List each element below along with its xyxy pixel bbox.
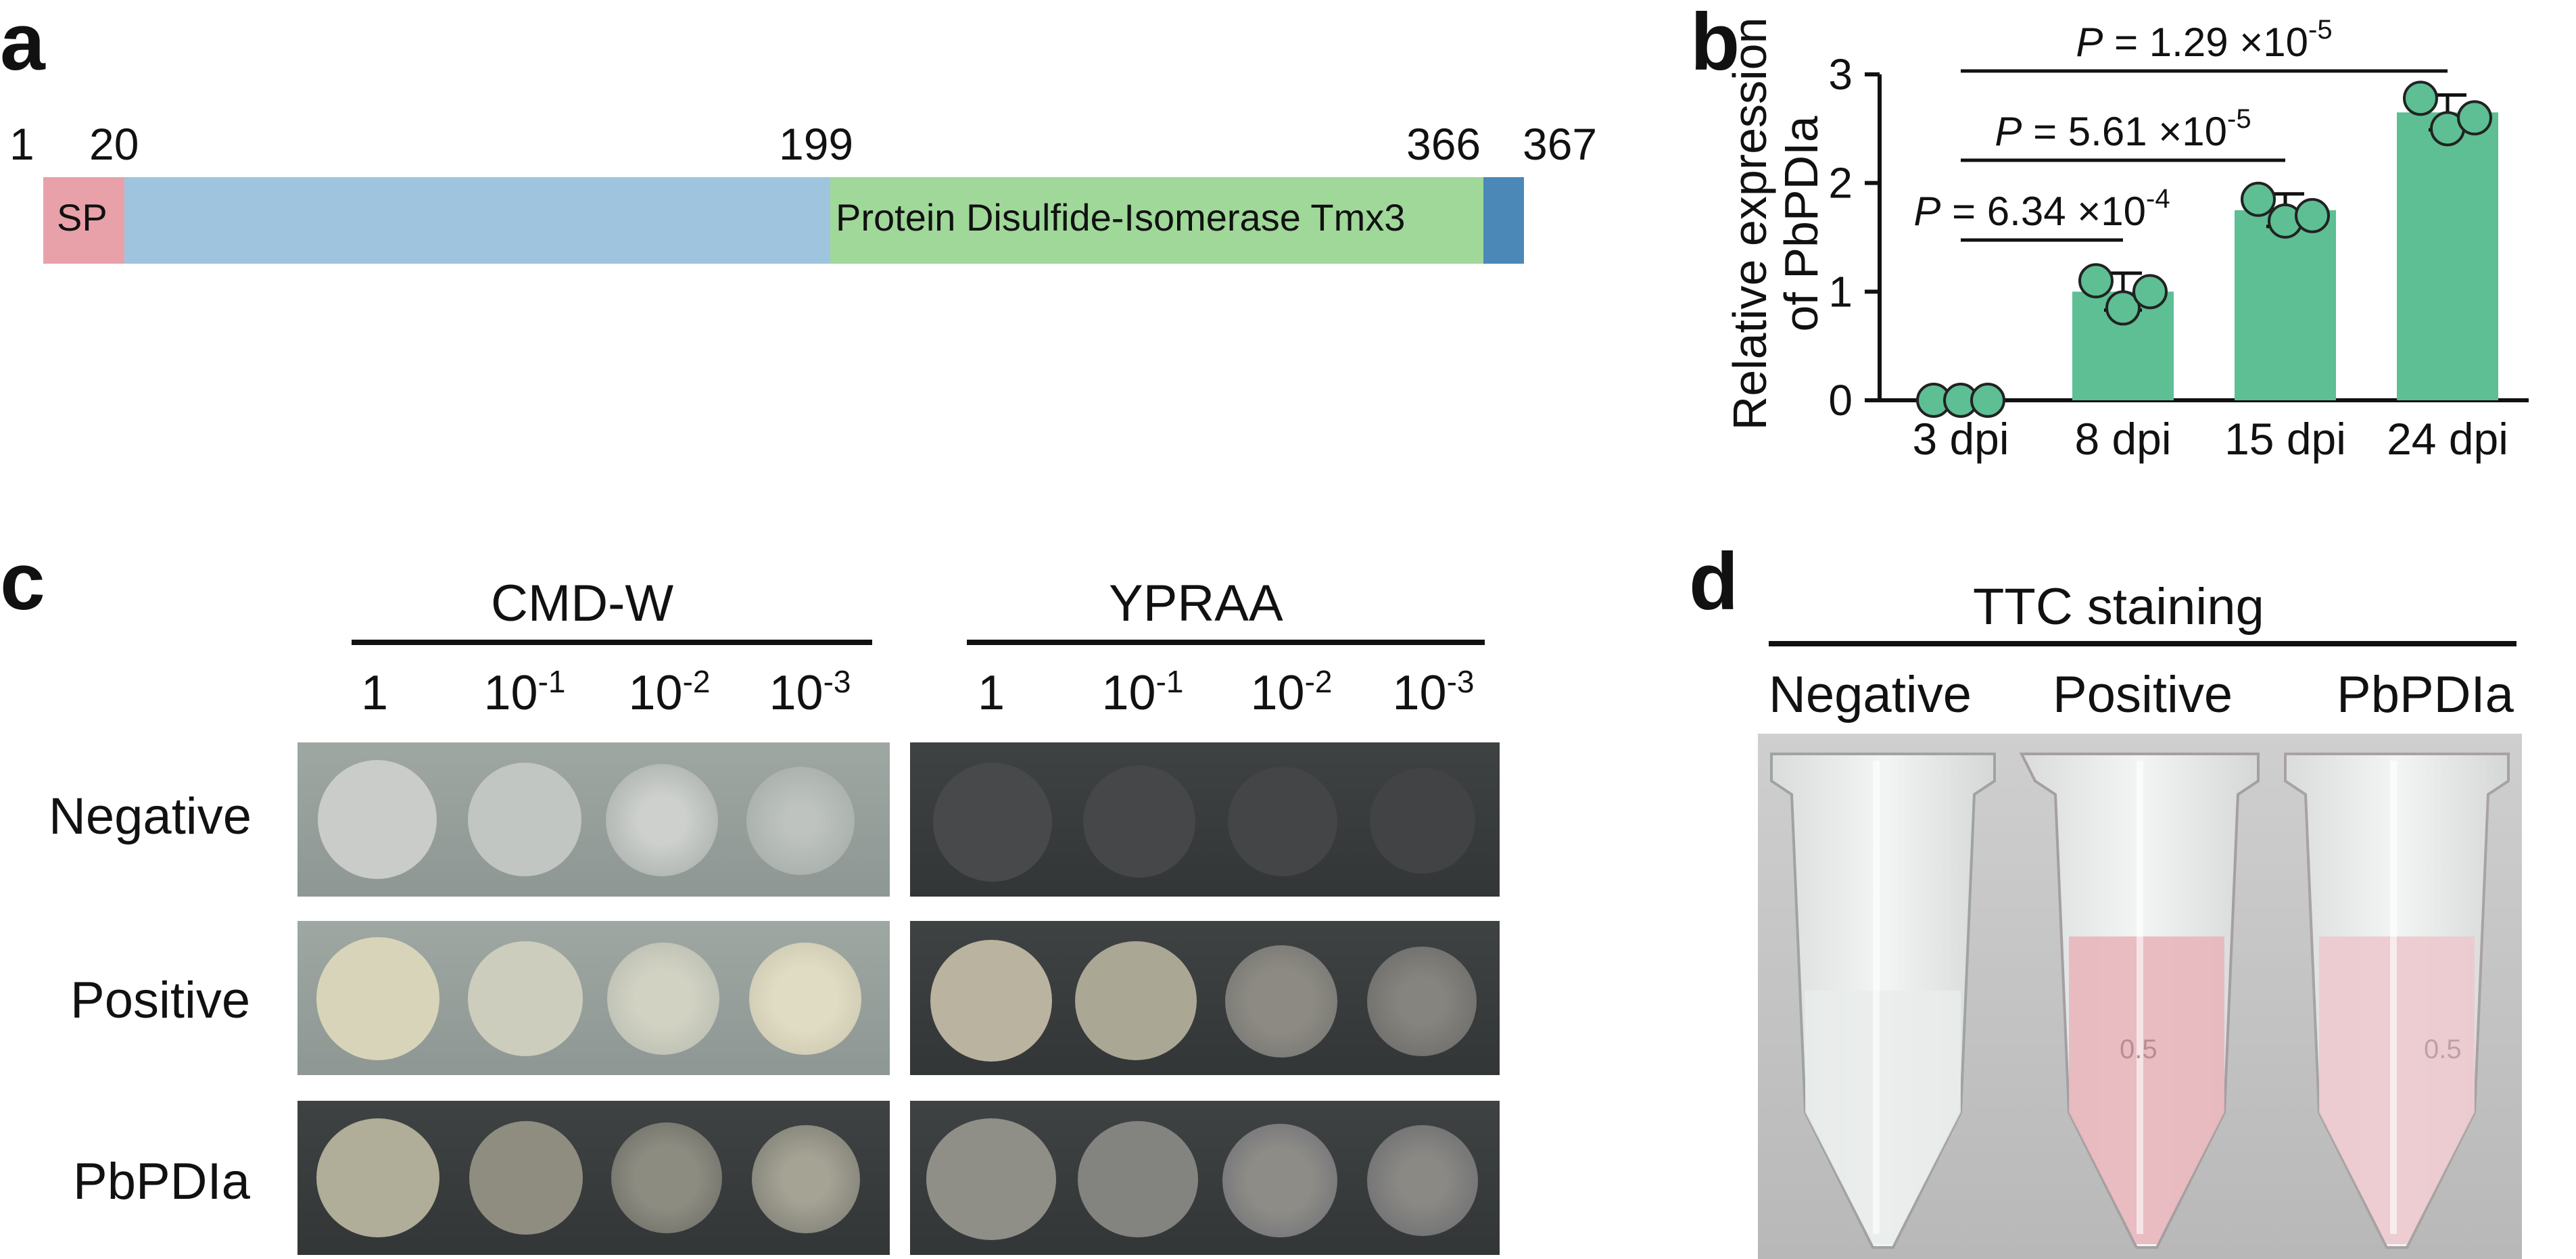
colony-spot — [933, 763, 1052, 882]
position-label-1: 1 — [9, 119, 34, 169]
tube-pbpdia: 0.5 — [2284, 753, 2510, 1249]
tube-label-pbpdia: PbPDIa — [2337, 666, 2514, 723]
colony-spot — [1075, 941, 1197, 1060]
panel-d-letter: d — [1689, 536, 1739, 627]
colony-spot — [1225, 945, 1337, 1058]
medium-rule-ypraa — [967, 640, 1485, 645]
colony-spot — [1222, 1124, 1337, 1237]
y-tick-label: 1 — [1828, 267, 1853, 316]
bar-24-dpi — [2397, 112, 2498, 400]
data-point — [2403, 80, 2438, 116]
colony-spot — [1078, 1121, 1198, 1237]
dilution-label: 1 — [977, 666, 1005, 720]
y-tick-label: 0 — [1828, 376, 1853, 425]
position-label-366: 366 — [1406, 119, 1481, 169]
data-point — [2295, 197, 2330, 233]
position-label-20: 20 — [89, 119, 139, 169]
data-point — [2241, 181, 2276, 217]
domain-segment-linker — [124, 177, 830, 264]
colony-spot — [1370, 768, 1475, 874]
medium-header-ypraa: YPRAA — [1109, 575, 1283, 632]
x-tick-label: 3 dpi — [1912, 414, 2009, 464]
data-point — [2105, 290, 2141, 326]
colony-spot — [606, 764, 718, 876]
plate-cmd-w-pbpdia — [297, 1101, 890, 1255]
significance-label: P = 6.34 ×10-4 — [1913, 184, 2170, 234]
colony-spot — [468, 763, 581, 876]
x-tick-label: 24 dpi — [2387, 414, 2508, 464]
domain-label-sp: SP — [57, 196, 108, 239]
tube-label-negative: Negative — [1769, 666, 1972, 723]
colony-spot — [930, 940, 1052, 1062]
significance-label: P = 5.61 ×10-5 — [1995, 104, 2251, 154]
position-label-199: 199 — [779, 119, 854, 169]
position-label-367: 367 — [1523, 119, 1598, 169]
dilution-label: 1 — [360, 666, 389, 720]
domain-label-tmx3: Protein Disulfide-Isomerase Tmx3 — [836, 196, 1406, 239]
colony-spot — [611, 1122, 722, 1233]
plate-cmd-w-positive — [297, 921, 890, 1075]
colony-spot — [746, 767, 855, 875]
colony-spot — [316, 1118, 439, 1237]
medium-header-cmd-w: CMD-W — [491, 575, 674, 632]
colony-spot — [752, 1125, 860, 1233]
ttc-staining-title: TTC staining — [1973, 578, 2264, 636]
y-tick-label: 3 — [1828, 50, 1853, 99]
dilution-label: 10-3 — [1392, 664, 1475, 720]
plate-cmd-w-negative — [297, 742, 890, 897]
x-tick-label: 8 dpi — [2074, 414, 2171, 464]
colony-spot — [1228, 767, 1337, 876]
dilution-label: 10-3 — [769, 664, 851, 720]
colony-spot — [1367, 1125, 1478, 1236]
colony-spot — [468, 941, 583, 1056]
x-tick-label: 15 dpi — [2224, 414, 2346, 464]
medium-rule-cmd-w — [352, 640, 872, 645]
row-label-positive: Positive — [70, 972, 251, 1029]
significance-label: P = 1.29 ×10-5 — [2076, 15, 2332, 65]
domain-segment-tmx3: Protein Disulfide-Isomerase Tmx3 — [830, 177, 1483, 264]
data-point — [2078, 263, 2114, 299]
plate-ypraa-positive — [910, 921, 1500, 1075]
tube-volume-mark: 0.5 — [2424, 1035, 2462, 1064]
colony-spot — [607, 943, 719, 1055]
tube-volume-mark: 0.5 — [2120, 1035, 2157, 1064]
ttc-staining-rule — [1769, 641, 2517, 646]
domain-segment-sp: SP — [43, 177, 124, 264]
colony-spot — [469, 1121, 583, 1235]
plate-ypraa-pbpdia — [910, 1101, 1500, 1255]
panel-b-letter: b — [1690, 0, 1740, 87]
data-point — [2132, 274, 2168, 310]
data-point — [1970, 383, 2005, 418]
colony-spot — [1083, 765, 1195, 878]
colony-spot — [926, 1118, 1056, 1240]
plate-ypraa-negative — [910, 742, 1500, 897]
y-axis-label-line1: Relative expression — [1723, 18, 1776, 431]
tube-label-positive: Positive — [2053, 666, 2233, 723]
panel-c-letter: c — [0, 536, 45, 627]
colony-spot — [1367, 947, 1477, 1056]
ttc-tube-photo: 0.5 0.5 — [1758, 734, 2522, 1259]
dilution-label: 10-1 — [1101, 664, 1184, 720]
panel-a-letter: a — [0, 0, 45, 87]
data-point — [2457, 100, 2492, 136]
tube-negative — [1770, 753, 1996, 1249]
bar-15-dpi — [2235, 210, 2336, 400]
dilution-label: 10-2 — [1250, 664, 1333, 720]
row-label-pbpdia: PbPDIa — [73, 1153, 250, 1210]
colony-spot — [316, 937, 439, 1060]
dilution-label: 10-2 — [628, 664, 711, 720]
colony-spot — [318, 760, 437, 879]
row-label-negative: Negative — [49, 788, 252, 845]
y-axis-label-line2: of PbPDIa — [1775, 116, 1828, 331]
y-tick-label: 2 — [1828, 159, 1853, 208]
dilution-label: 10-1 — [483, 664, 566, 720]
domain-segment-c-terminal — [1483, 177, 1524, 264]
tube-positive: 0.5 — [2019, 753, 2260, 1249]
colony-spot — [749, 943, 861, 1055]
